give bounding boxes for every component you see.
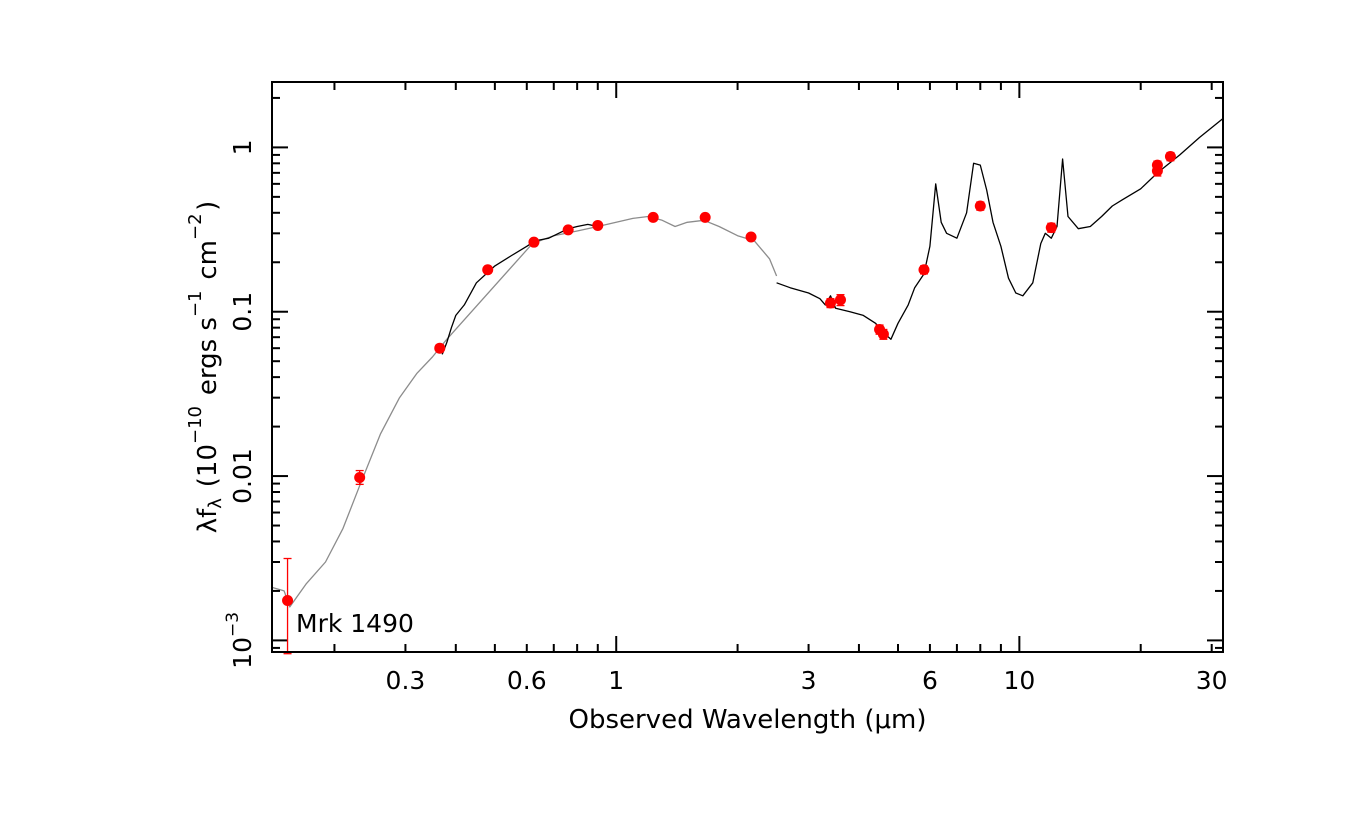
axis-ticks [272, 82, 1223, 652]
photometry-point [1045, 222, 1057, 234]
photometry-points [282, 151, 1176, 655]
model-spectrum-line [271, 215, 778, 608]
x-tick-label: 3 [801, 666, 817, 695]
observed-spectrum-line-2 [776, 117, 1224, 340]
photometry-point [354, 472, 366, 484]
x-axis-label: Observed Wavelength (μm) [568, 705, 926, 735]
y-tick-label: 10−3 [223, 612, 257, 669]
x-tick-label: 1 [608, 666, 624, 695]
photometry-point [1151, 159, 1163, 171]
y-tick-label: 0.1 [228, 292, 257, 332]
x-tick-label: 0.6 [507, 666, 547, 695]
x-tick-label: 10 [1003, 666, 1035, 695]
plot-frame [271, 81, 1224, 653]
object-label: Mrk 1490 [296, 609, 414, 638]
photometry-point [592, 219, 604, 231]
photometry-point [699, 211, 711, 223]
photometry-point [877, 328, 889, 340]
photometry-point [974, 200, 986, 212]
photometry-point [918, 264, 930, 276]
observed-spectrum-line-1 [441, 223, 598, 355]
photometry-point [482, 264, 494, 276]
x-tick-label: 6 [922, 666, 938, 695]
photometry-point [834, 294, 846, 306]
tick-labels: 0.3 0.6 1 3 6 10 30 10−3 0.01 0.1 1 [223, 139, 1228, 695]
y-axis-label: λfλ (10−10 ergs s−1 cm−2 ) [185, 201, 226, 534]
photometry-point [282, 594, 294, 606]
photometry-point [824, 297, 836, 309]
photometry-point [1164, 151, 1176, 163]
photometry-point [562, 224, 574, 236]
x-tick-label: 0.3 [386, 666, 426, 695]
photometry-point [745, 231, 757, 243]
y-tick-label: 1 [228, 139, 257, 155]
y-tick-label: 0.01 [228, 448, 257, 504]
photometry-point [647, 211, 659, 223]
x-tick-label: 30 [1196, 666, 1228, 695]
photometry-point [434, 342, 446, 354]
spectra-group [271, 117, 1224, 608]
photometry-point [528, 236, 540, 248]
